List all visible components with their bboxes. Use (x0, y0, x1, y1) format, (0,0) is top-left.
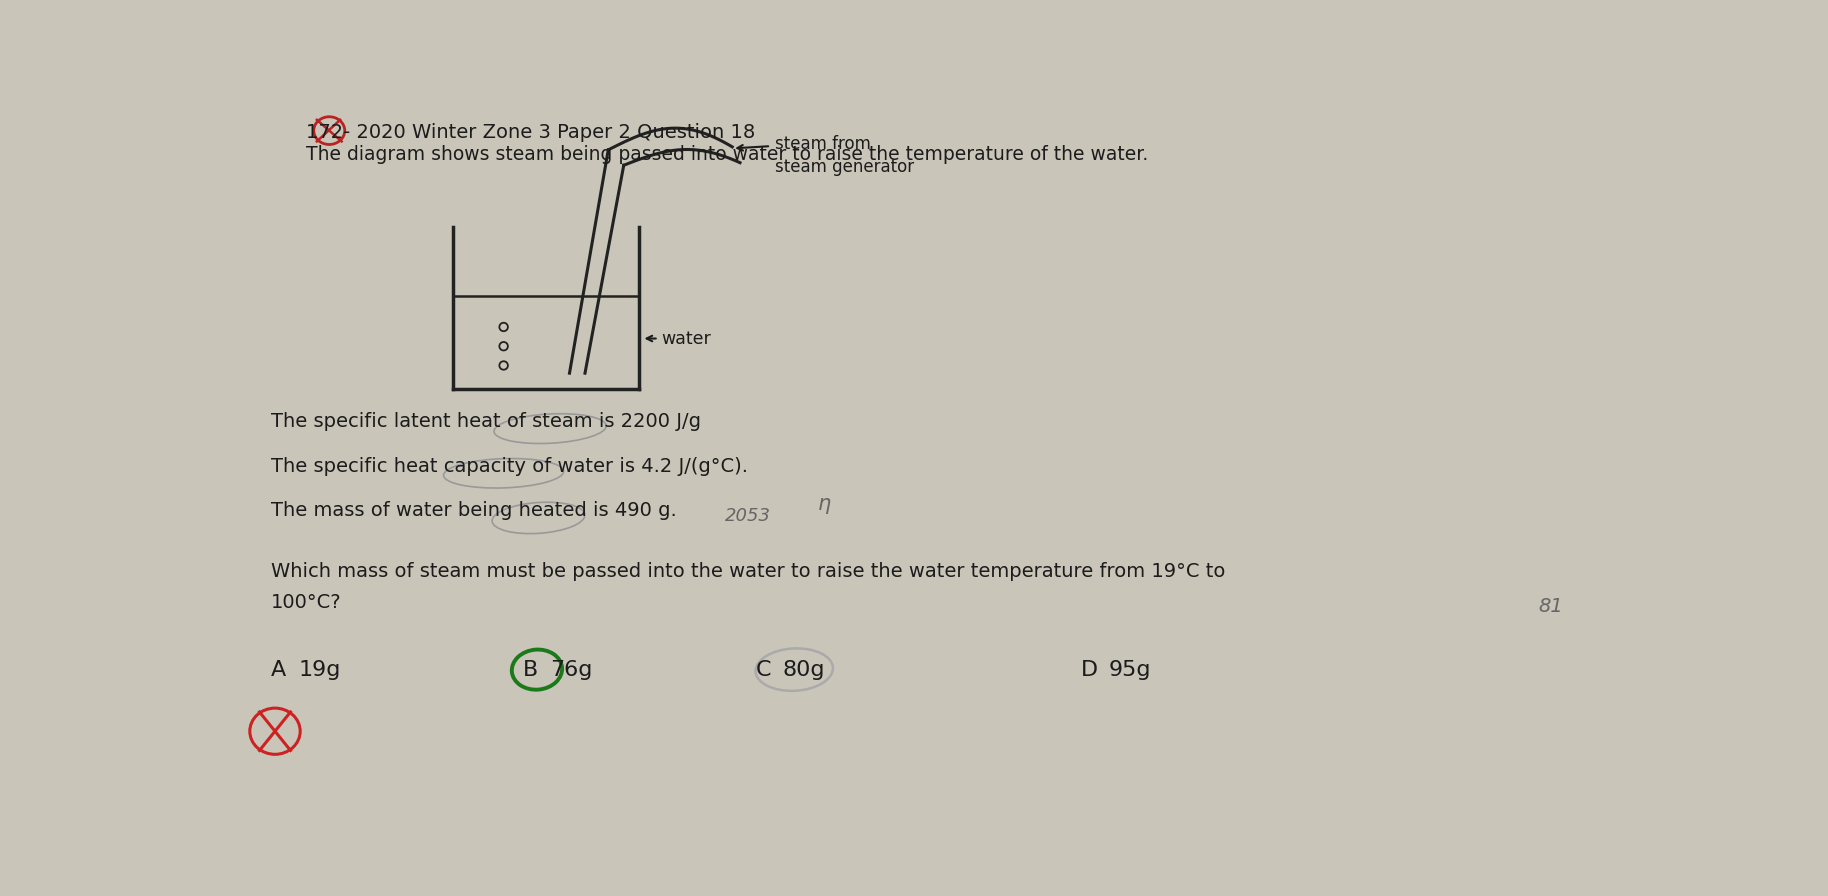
Text: water: water (662, 330, 711, 348)
Text: The mass of water being heated is 490 g.: The mass of water being heated is 490 g. (271, 502, 676, 521)
Text: The specific heat capacity of water is 4.2 J/(g°C).: The specific heat capacity of water is 4… (271, 457, 748, 476)
Text: 76g: 76g (550, 659, 592, 680)
Text: 172- 2020 Winter Zone 3 Paper 2 Question 18: 172- 2020 Winter Zone 3 Paper 2 Question… (305, 123, 755, 142)
Text: 100°C?: 100°C? (271, 593, 342, 612)
Text: η: η (817, 495, 830, 514)
Text: The specific latent heat of steam is 2200 J/g: The specific latent heat of steam is 220… (271, 412, 702, 431)
Text: Which mass of steam must be passed into the water to raise the water temperature: Which mass of steam must be passed into … (271, 562, 1225, 582)
Text: The diagram shows steam being passed into water to raise the temperature of the : The diagram shows steam being passed int… (305, 145, 1148, 164)
Text: 2053: 2053 (724, 507, 770, 525)
Text: B: B (523, 659, 537, 680)
Text: C: C (755, 659, 771, 680)
Text: 80g: 80g (782, 659, 824, 680)
Text: 95g: 95g (1108, 659, 1150, 680)
Text: 19g: 19g (298, 659, 340, 680)
Text: D: D (1080, 659, 1099, 680)
Text: A: A (271, 659, 287, 680)
Text: steam from
steam generator: steam from steam generator (775, 134, 914, 177)
Text: 81: 81 (1537, 597, 1563, 616)
